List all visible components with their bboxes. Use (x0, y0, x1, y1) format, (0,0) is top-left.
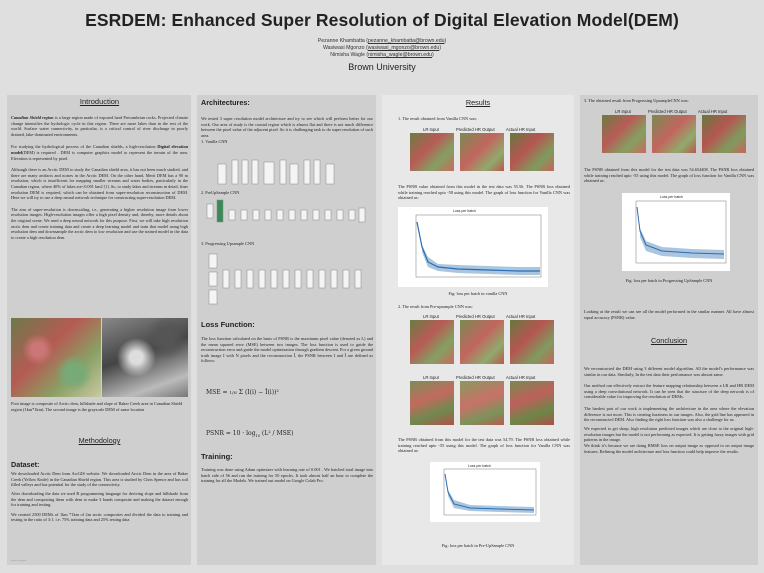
result-1-intro: 1. The result obtained from Vanilla CNN … (398, 116, 478, 121)
progressing-result-images: LR Input Predicted HR Output Actual HR I… (590, 108, 750, 158)
lr-input-label-4: LR Input (615, 109, 631, 114)
column-4 (580, 95, 758, 565)
intro-figure-caption: First image is composite of Arctic dem, … (11, 401, 183, 412)
actual-hr-label: Actual HR Input (506, 127, 536, 132)
conclusion-paragraph-4: We expected to get sharp, high resolutio… (584, 426, 754, 443)
pre-actual-image (510, 320, 554, 364)
conclusion-paragraph-3: The hardest part of our work is implemen… (584, 405, 754, 423)
university-name: Brown University (348, 62, 416, 72)
actual-hr-label-2: Actual HR Input (506, 314, 536, 319)
predicted-hr-label-2: Predicted HR Output (456, 314, 495, 319)
author-1: Pezanne Khambatta (pezanne_khambatta@bro… (317, 38, 447, 44)
pre-predicted-image-2 (460, 381, 504, 425)
result-3-intro: 3. The obtained result from Progressing … (584, 98, 689, 103)
intro-paragraph-1: Canadian Shield region is a large region… (11, 115, 188, 137)
intro-paragraph-4: The aim of super-resolution is downscali… (11, 206, 188, 240)
conclusion-paragraph-5: We think it’s because we are doing RMSE … (584, 443, 754, 454)
pre-predicted-image (460, 320, 504, 364)
actual-hr-label-4: Actual HR Input (698, 109, 728, 114)
vanilla-lr-image (410, 133, 454, 171)
conclusion-title: Conclusion (650, 336, 688, 345)
result-2-text: The PSNR obtained from this model for th… (398, 437, 570, 454)
author-2-email[interactable]: wasiwasi_mgonzo@brown.edu (367, 45, 440, 51)
progressing-loss-plot: Loss per batch (622, 193, 730, 271)
prog-actual-image (702, 115, 746, 153)
conclusion-paragraph-2: Our method can effectively extract the f… (584, 383, 754, 400)
prog-plot-caption: Fig: loss per batch in Progressing UpSam… (625, 278, 713, 283)
preupsample-result-images: LR Input Predicted HR Output Actual HR I… (398, 313, 558, 433)
arch-item-vanilla: 1. Vanilla CNN (201, 139, 228, 145)
methodology-title: Methodology (78, 436, 121, 445)
predicted-hr-label-3: Predicted HR Output (456, 375, 495, 380)
pre-lr-image-2 (410, 381, 454, 425)
vanilla-actual-image (510, 133, 554, 171)
training-section: Training: Training was done using Adam o… (201, 452, 373, 484)
column-2 (197, 95, 376, 565)
intro-paragraph-3: Although there is an Arctic DEM to study… (11, 167, 188, 201)
pre-plot-caption: Fig: loss per batch in Pre-UpSample CNN (441, 543, 515, 548)
predicted-hr-label: Predicted HR Output (456, 127, 495, 132)
vanilla-loss-plot: Loss per batch (398, 207, 548, 287)
mse-equation: MSE = 1/N Σ (I(i) − Î(i))² (206, 389, 279, 396)
loss-title: Loss Function: (201, 320, 255, 329)
pre-plot-title: Loss per batch (468, 464, 491, 468)
preupsample-loss-plot: Loss per batch (430, 462, 540, 522)
architecture-section: Architectures: We tested 3 super resolut… (201, 98, 373, 145)
dataset-paragraph-3: We created 2500 DEMs of 1km *1km of 2m a… (11, 511, 188, 523)
prog-plot-title: Loss per batch (660, 195, 683, 199)
introduction-section: Introduction Canadian Shield region is a… (11, 97, 188, 244)
vanilla-cnn-diagram (217, 159, 335, 185)
result-2-intro: 2. The result from Pre-upsample CNN was: (398, 304, 473, 309)
training-description: Training was done using Adam optimizer w… (201, 467, 373, 484)
vanilla-result-images: LR Input Predicted HR Output Actual HR I… (398, 126, 558, 176)
lr-input-label-3: LR Input (423, 375, 439, 380)
author-2: Wasiwasi Mgonzo (wasiwasi_mgonzo@brown.e… (322, 45, 442, 51)
architecture-title: Architectures: (201, 98, 250, 107)
predicted-hr-label-4: Predicted HR Output (648, 109, 687, 114)
loss-section: Loss Function: The loss function calcula… (201, 320, 373, 364)
author-3-email[interactable]: nimisha_wagle@brown.edu (368, 52, 432, 58)
dataset-title: Dataset: (11, 460, 40, 469)
pre-loss-curve (443, 468, 537, 516)
arch-item-progressing: 3. Progressing Upsample CNN (201, 241, 255, 246)
poster-title: ESRDEM: Enhanced Super Resolution of Dig… (85, 10, 679, 30)
vanilla-predicted-image (460, 133, 504, 171)
vanilla-plot-title: Loss per batch (453, 209, 476, 213)
intro-paragraph-2: For studying the hydrological process of… (11, 144, 188, 161)
author-3: Nimisha Wagle (nimisha_wagle@brown.edu) (330, 52, 434, 58)
pre-lr-image (410, 320, 454, 364)
poster-header: ESRDEM: Enhanced Super Resolution of Dig… (0, 0, 764, 80)
psnr-equation: PSNR = 10 · log10 (L² / MSE) (206, 430, 294, 439)
author-1-email[interactable]: pezanne_khambatta@brown.edu (367, 38, 445, 44)
progressing-cnn-diagram (208, 253, 362, 305)
conclusion-paragraph-1: We reconstructed the DEM using 3 differe… (584, 366, 754, 377)
introduction-title: Introduction (79, 97, 120, 106)
pre-actual-image-2 (510, 381, 554, 425)
vanilla-plot-caption: Fig: loss per batch in vanilla CNN (448, 291, 508, 296)
grayscale-dem-image (102, 318, 188, 397)
lr-input-label: LR Input (423, 127, 439, 132)
dataset-paragraph-2: After downloading the data we used R pro… (11, 491, 188, 508)
observation-text: Looking at the result we can see all the… (584, 309, 754, 320)
vanilla-loss-curve (415, 214, 542, 278)
loss-description: The loss function calculated on the basi… (201, 336, 373, 364)
lr-input-label-2: LR Input (423, 314, 439, 319)
training-title: Training: (201, 452, 233, 461)
template-footnote: poster template (11, 559, 27, 562)
arch-item-preupsample: 2. PreUpSample CNN (201, 190, 240, 195)
dataset-section: Dataset: We downloaded Arctic Dem from A… (11, 460, 188, 526)
architecture-intro: We tested 3 super resolution model archi… (201, 116, 373, 138)
dataset-paragraph-1: We downloaded Arctic Dem from ArcGIS web… (11, 471, 188, 488)
actual-hr-label-3: Actual HR Input (506, 375, 536, 380)
result-1-text: The PSNR value obtained from this model … (398, 184, 570, 201)
prog-loss-curve (635, 200, 727, 264)
composite-dem-image (11, 318, 101, 397)
result-3-text: The PSNR obtained from this model for th… (584, 167, 754, 184)
prog-predicted-image (652, 115, 696, 153)
results-title: Results (465, 98, 491, 107)
preupsample-cnn-diagram (206, 199, 366, 223)
conclusion-section: We reconstructed the DEM using 3 differe… (584, 366, 754, 458)
prog-lr-image (602, 115, 646, 153)
author-list: Pezanne Khambatta (pezanne_khambatta@bro… (0, 38, 764, 59)
